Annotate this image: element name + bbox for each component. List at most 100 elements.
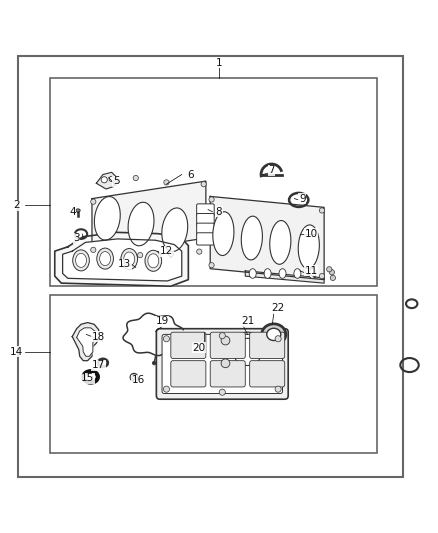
- Bar: [50, 295, 377, 453]
- Text: 14: 14: [10, 347, 23, 357]
- Circle shape: [319, 273, 325, 279]
- Ellipse shape: [241, 216, 262, 260]
- Text: 16: 16: [131, 375, 145, 385]
- Ellipse shape: [264, 269, 271, 278]
- Text: 2: 2: [13, 200, 20, 210]
- Circle shape: [109, 176, 114, 182]
- Ellipse shape: [298, 225, 319, 269]
- Circle shape: [163, 336, 170, 342]
- Polygon shape: [210, 197, 324, 280]
- Circle shape: [101, 177, 107, 183]
- Text: 20: 20: [193, 343, 206, 352]
- Circle shape: [132, 376, 136, 379]
- Circle shape: [130, 374, 138, 381]
- Polygon shape: [96, 172, 118, 189]
- Circle shape: [201, 232, 206, 237]
- Bar: [18, 56, 403, 477]
- Ellipse shape: [94, 197, 120, 240]
- Circle shape: [168, 252, 173, 257]
- Circle shape: [152, 361, 156, 365]
- Ellipse shape: [128, 202, 154, 246]
- FancyBboxPatch shape: [210, 361, 245, 387]
- Text: 22: 22: [272, 303, 285, 313]
- Text: 3: 3: [73, 233, 80, 243]
- Ellipse shape: [309, 269, 316, 278]
- Circle shape: [133, 175, 138, 181]
- Text: 6: 6: [187, 169, 194, 180]
- Circle shape: [102, 177, 108, 182]
- Circle shape: [329, 270, 335, 275]
- Ellipse shape: [249, 269, 256, 278]
- Circle shape: [209, 263, 214, 268]
- Circle shape: [201, 182, 206, 187]
- FancyBboxPatch shape: [210, 332, 245, 359]
- Text: 8: 8: [215, 207, 223, 217]
- Ellipse shape: [99, 252, 110, 265]
- Bar: [50, 78, 377, 286]
- Text: 21: 21: [241, 316, 254, 326]
- FancyBboxPatch shape: [171, 361, 206, 387]
- Ellipse shape: [270, 221, 291, 264]
- Polygon shape: [72, 322, 100, 361]
- Ellipse shape: [73, 250, 89, 271]
- Circle shape: [164, 180, 169, 185]
- Text: 15: 15: [81, 373, 94, 383]
- Text: 11: 11: [304, 266, 318, 276]
- Text: 5: 5: [113, 176, 120, 186]
- Circle shape: [327, 266, 332, 272]
- Circle shape: [219, 389, 225, 395]
- FancyBboxPatch shape: [197, 204, 214, 216]
- Ellipse shape: [145, 251, 162, 271]
- Polygon shape: [63, 239, 182, 281]
- Circle shape: [209, 197, 214, 202]
- FancyBboxPatch shape: [171, 332, 206, 359]
- Text: 13: 13: [118, 260, 131, 269]
- Text: 12: 12: [160, 246, 173, 256]
- Polygon shape: [92, 181, 206, 255]
- Circle shape: [221, 359, 230, 368]
- Text: 7: 7: [268, 165, 275, 175]
- Ellipse shape: [226, 332, 268, 372]
- Circle shape: [197, 249, 202, 254]
- FancyBboxPatch shape: [250, 361, 285, 387]
- Ellipse shape: [279, 269, 286, 278]
- Ellipse shape: [267, 328, 281, 341]
- Circle shape: [91, 247, 96, 253]
- Ellipse shape: [121, 248, 138, 270]
- Text: 17: 17: [92, 360, 105, 370]
- Ellipse shape: [261, 324, 286, 345]
- Polygon shape: [55, 232, 188, 286]
- FancyBboxPatch shape: [156, 329, 288, 399]
- Circle shape: [275, 336, 281, 342]
- Polygon shape: [245, 271, 324, 283]
- Text: 19: 19: [155, 316, 169, 326]
- Ellipse shape: [97, 248, 113, 269]
- Circle shape: [91, 199, 96, 204]
- Ellipse shape: [76, 209, 80, 212]
- FancyBboxPatch shape: [197, 214, 214, 226]
- FancyBboxPatch shape: [197, 233, 214, 245]
- Ellipse shape: [162, 208, 188, 252]
- Text: 18: 18: [92, 332, 105, 342]
- Polygon shape: [77, 328, 95, 356]
- Ellipse shape: [233, 338, 261, 366]
- Ellipse shape: [148, 254, 159, 268]
- Text: 4: 4: [69, 207, 76, 217]
- Circle shape: [319, 208, 325, 213]
- Ellipse shape: [124, 252, 134, 266]
- FancyBboxPatch shape: [197, 223, 214, 236]
- Ellipse shape: [213, 212, 234, 255]
- Text: 10: 10: [304, 229, 318, 239]
- Text: 9: 9: [299, 193, 306, 204]
- Ellipse shape: [76, 253, 86, 268]
- FancyBboxPatch shape: [162, 334, 283, 393]
- Circle shape: [138, 253, 143, 258]
- FancyBboxPatch shape: [250, 332, 285, 359]
- Circle shape: [221, 336, 230, 345]
- Ellipse shape: [294, 269, 301, 278]
- Text: 1: 1: [215, 58, 223, 68]
- Circle shape: [275, 386, 281, 392]
- Circle shape: [163, 386, 170, 392]
- Circle shape: [330, 275, 336, 280]
- Circle shape: [219, 333, 225, 339]
